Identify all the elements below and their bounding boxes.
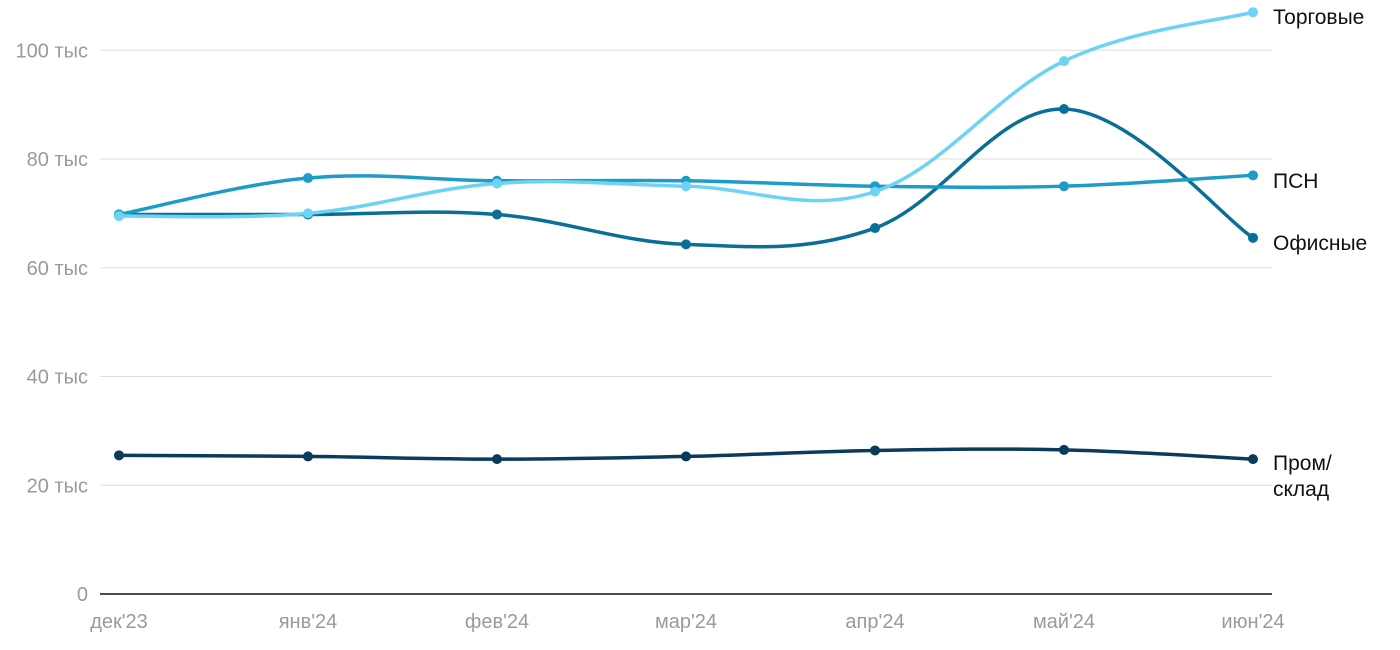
x-tick-label: фев'24 (465, 611, 529, 633)
y-tick-label: 40 тыс (27, 367, 88, 389)
data-point (303, 451, 313, 462)
x-tick-label: мар'24 (655, 611, 717, 633)
data-point (870, 445, 880, 456)
y-tick-label: 100 тыс (16, 40, 88, 62)
series-label-line: склад (1273, 478, 1329, 501)
data-point (870, 186, 880, 197)
series-label: ПСН (1273, 170, 1318, 193)
x-tick-label: май'24 (1033, 611, 1095, 633)
data-point (1248, 232, 1258, 243)
x-tick-label: июн'24 (1221, 611, 1284, 633)
series-lines (114, 7, 1258, 465)
y-tick-label: 20 тыс (27, 475, 88, 497)
data-point (114, 450, 124, 461)
y-axis-ticks: 0 20 тыс 40 тыс 60 тыс 80 тыс 100 тыс (16, 40, 88, 606)
x-tick-label: дек'23 (90, 611, 148, 633)
data-point (1059, 103, 1069, 114)
data-point (1059, 444, 1069, 455)
series-label: Пром/склад (1273, 452, 1332, 501)
data-point (492, 454, 502, 465)
data-point (1059, 56, 1069, 67)
data-point (681, 181, 691, 192)
x-tick-label: янв'24 (279, 611, 338, 633)
data-point (492, 178, 502, 189)
series-label-line: Офисные (1273, 232, 1367, 255)
series-label: Офисные (1273, 232, 1367, 255)
data-point (1248, 170, 1258, 181)
series-0 (114, 7, 1258, 222)
y-tick-label: 0 (77, 584, 88, 606)
series-1 (114, 170, 1258, 220)
data-point (492, 209, 502, 220)
gridlines (100, 49, 1272, 595)
series-label-line: Торговые (1273, 6, 1364, 29)
y-tick-label: 80 тыс (27, 149, 88, 171)
data-point (870, 223, 880, 234)
series-label-line: ПСН (1273, 170, 1318, 193)
data-point (1059, 181, 1069, 192)
data-point (303, 208, 313, 219)
series-label-line: Пром/ (1273, 452, 1332, 475)
series-labels: Торговые ПСН Офисные Пром/склад (1273, 6, 1367, 501)
data-point (681, 239, 691, 250)
data-point (1248, 454, 1258, 465)
data-point (1248, 7, 1258, 18)
series-3 (114, 444, 1258, 465)
y-tick-label: 60 тыс (27, 258, 88, 280)
x-axis-ticks: дек'23 янв'24 фев'24 мар'24 апр'24 май'24 июн'… (90, 611, 1284, 633)
x-tick-label: апр'24 (845, 611, 904, 633)
data-point (681, 451, 691, 462)
series-label: Торговые (1273, 6, 1364, 29)
data-point (114, 211, 124, 222)
data-point (303, 173, 313, 184)
